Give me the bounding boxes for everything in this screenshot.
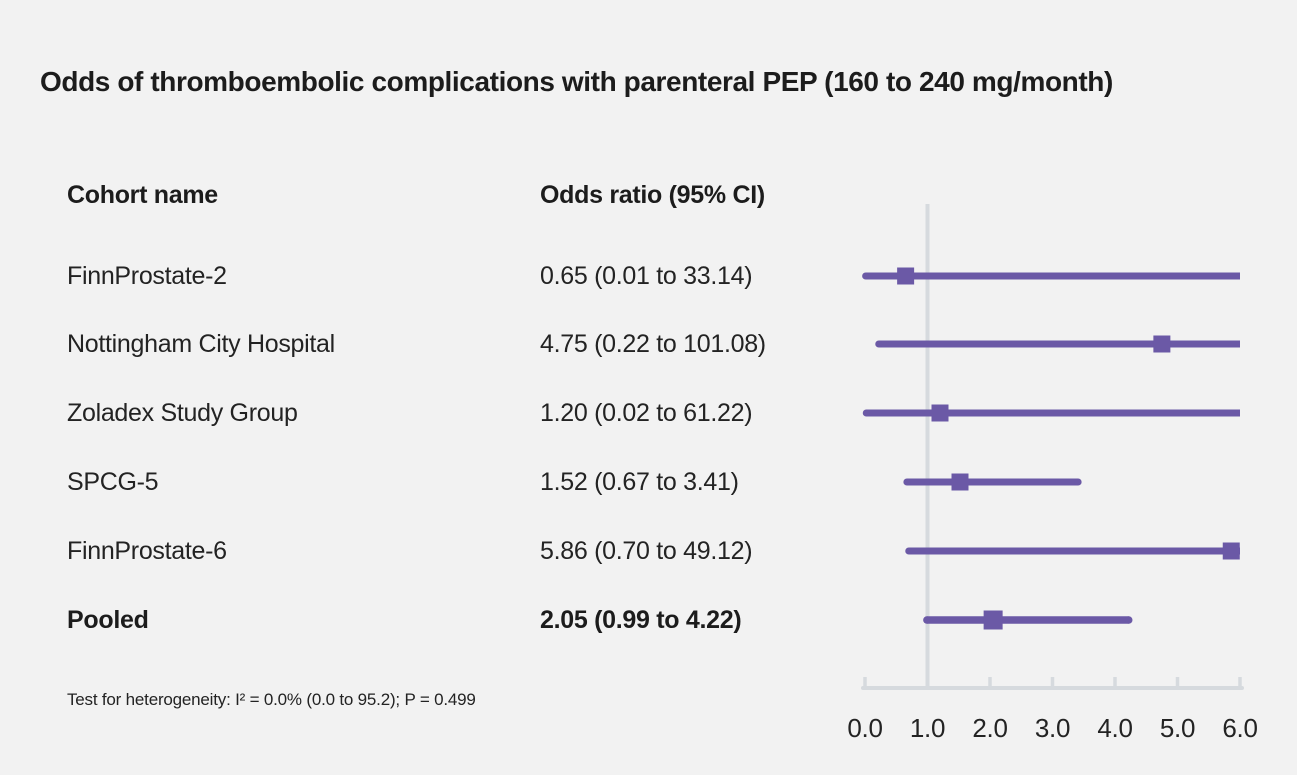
table-row: Nottingham City Hospital 4.75 (0.22 to 1…	[0, 327, 800, 361]
odds-ratio-value: 5.86 (0.70 to 49.12)	[540, 537, 753, 565]
chart-title: Odds of thromboembolic complications wit…	[40, 66, 1113, 97]
cohort-name: Zoladex Study Group	[67, 399, 298, 427]
odds-ratio-value: 2.05 (0.99 to 4.22)	[540, 606, 742, 634]
svg-text:1.0: 1.0	[910, 713, 945, 743]
table-row: FinnProstate-2 0.65 (0.01 to 33.14)	[0, 259, 800, 293]
svg-text:5.0: 5.0	[1160, 713, 1195, 743]
svg-text:2.0: 2.0	[972, 713, 1007, 743]
svg-text:0.0: 0.0	[847, 713, 882, 743]
odds-ratio-value: 4.75 (0.22 to 101.08)	[540, 330, 766, 358]
odds-ratio-value: 1.52 (0.67 to 3.41)	[540, 468, 739, 496]
table-row: FinnProstate-6 5.86 (0.70 to 49.12)	[0, 534, 800, 568]
heterogeneity-footnote: Test for heterogeneity: I² = 0.0% (0.0 t…	[67, 690, 476, 709]
cohort-name: Nottingham City Hospital	[67, 330, 335, 358]
cohort-name: SPCG-5	[67, 468, 159, 496]
svg-text:4.0: 4.0	[1097, 713, 1132, 743]
table-row: Zoladex Study Group 1.20 (0.02 to 61.22)	[0, 396, 800, 430]
cohort-name: FinnProstate-6	[67, 537, 227, 565]
odds-ratio-value: 1.20 (0.02 to 61.22)	[540, 399, 753, 427]
odds-ratio-value: 0.65 (0.01 to 33.14)	[540, 262, 753, 290]
svg-text:6.0: 6.0	[1222, 713, 1257, 743]
table-row: SPCG-5 1.52 (0.67 to 3.41)	[0, 465, 800, 499]
svg-text:3.0: 3.0	[1035, 713, 1070, 743]
column-header-odds-ratio: Odds ratio (95% CI)	[540, 181, 765, 209]
cohort-name: FinnProstate-2	[67, 262, 227, 290]
cohort-name: Pooled	[67, 606, 149, 634]
column-header-cohort: Cohort name	[67, 181, 218, 209]
table-row-pooled: Pooled 2.05 (0.99 to 4.22)	[0, 603, 800, 637]
